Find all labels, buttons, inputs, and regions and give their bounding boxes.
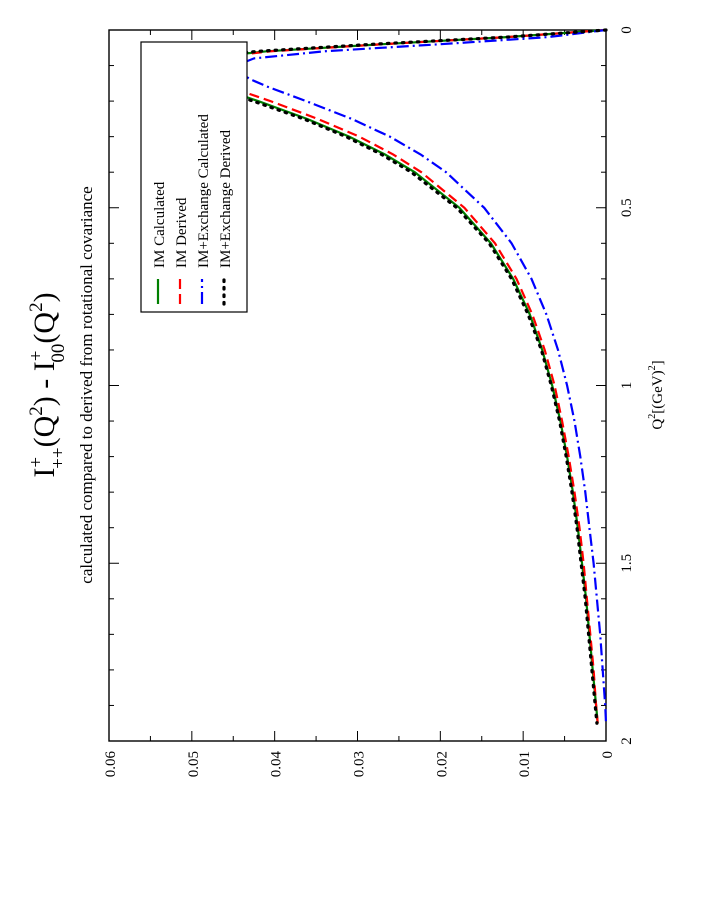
x-tick-label: 0.5: [619, 198, 635, 217]
y-tick-label: 0.01: [517, 751, 533, 777]
title-sup2: +: [26, 351, 47, 362]
title-q2-sup: 2: [26, 302, 47, 312]
xlabel-close: ]: [650, 360, 666, 365]
y-tick-label: 0.06: [103, 751, 119, 778]
legend-label: IM Calculated: [152, 181, 168, 268]
legend-label: IM+Exchange Calculated: [196, 114, 212, 268]
title-sub2: 00: [48, 344, 69, 363]
y-tick-label: 0.05: [186, 751, 202, 777]
series-line-2: [192, 28, 607, 724]
legend-box: [140, 41, 248, 313]
chart-title: I+++(Q2) - I+00(Q2): [26, 292, 69, 477]
y-tick-label: 0.04: [269, 751, 285, 778]
title-sup1: +: [26, 457, 47, 468]
xlabel-rest: [(GeV): [650, 370, 666, 413]
title-end: ): [28, 292, 61, 302]
legend-label: IM+Exchange Derived: [218, 130, 234, 268]
y-tick-label: 0: [600, 751, 616, 759]
xlabel-q: Q: [650, 419, 666, 430]
y-tick-label: 0.03: [352, 751, 368, 777]
title-mid: ) - I: [28, 361, 61, 406]
svg-text:I+++(Q2) - I+00(Q2): I+++(Q2) - I+00(Q2): [26, 292, 69, 477]
title-q1: (Q: [28, 415, 61, 447]
y-axis-ticks: 0 0.01 0.02 0.03 0.04 0.05 0.06: [103, 30, 616, 777]
title-q2: (Q: [28, 312, 61, 344]
title-i1: I: [28, 468, 61, 478]
x-tick-label: 1.5: [619, 554, 635, 573]
x-tick-label: 2: [619, 737, 635, 745]
title-q1-sup: 2: [26, 406, 47, 416]
legend-label: IM Derived: [174, 197, 190, 268]
x-tick-label: 1: [619, 382, 635, 390]
x-axis-label: Q2[(GeV)2]: [647, 360, 666, 429]
legend: IM Calculated IM Derived IM+Exchange Calcu…: [140, 41, 248, 313]
title-sub1: ++: [48, 447, 69, 468]
x-tick-label: 0: [619, 26, 635, 34]
xlabel-sup2: 2: [647, 365, 658, 370]
xlabel-sup: 2: [647, 414, 658, 419]
svg-text:Q2[(GeV)2]: Q2[(GeV)2]: [647, 360, 666, 429]
subtitle-text: calculated compared to derived from rota…: [77, 186, 96, 583]
chart-subtitle: calculated compared to derived from rota…: [77, 186, 96, 583]
y-tick-label: 0.02: [434, 751, 450, 777]
series-line-3: [234, 28, 608, 724]
